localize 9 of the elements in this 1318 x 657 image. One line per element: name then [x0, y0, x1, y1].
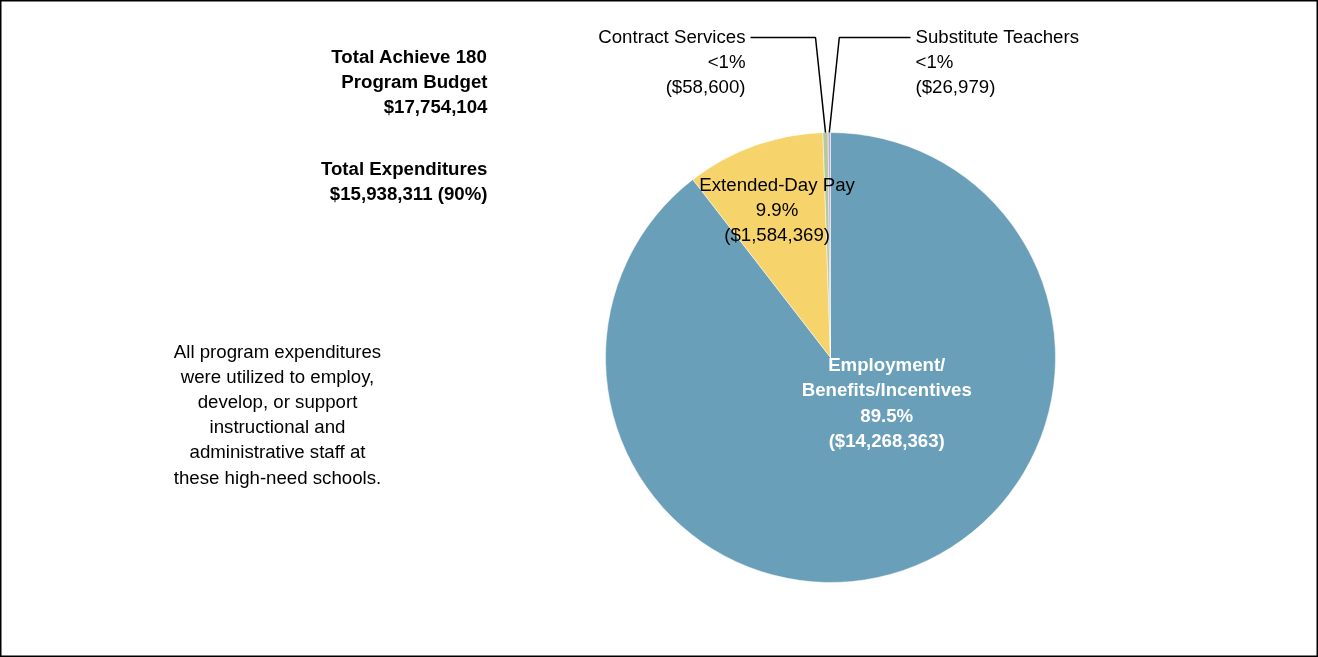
- slice-label: Substitute Teachers: [915, 25, 1080, 47]
- text: Total Achieve 180 Program Budget $17,754,104: [331, 45, 489, 117]
- slice-label: Contract Services: [598, 25, 746, 47]
- data-label: <1% ($26,979): [915, 50, 996, 97]
- data-label: <1% ($58,600): [665, 50, 746, 97]
- slice-label: Employment/ Benefits/Incentives: [801, 354, 972, 401]
- text: Total Expenditures $15,938,311 (90%): [320, 157, 488, 204]
- data-label: 89.5% ($14,268,363): [828, 404, 945, 451]
- text: All program expenditures were utilized to employ, develop, or support instructional and administrative staff at these high-need schools.: [173, 340, 382, 488]
